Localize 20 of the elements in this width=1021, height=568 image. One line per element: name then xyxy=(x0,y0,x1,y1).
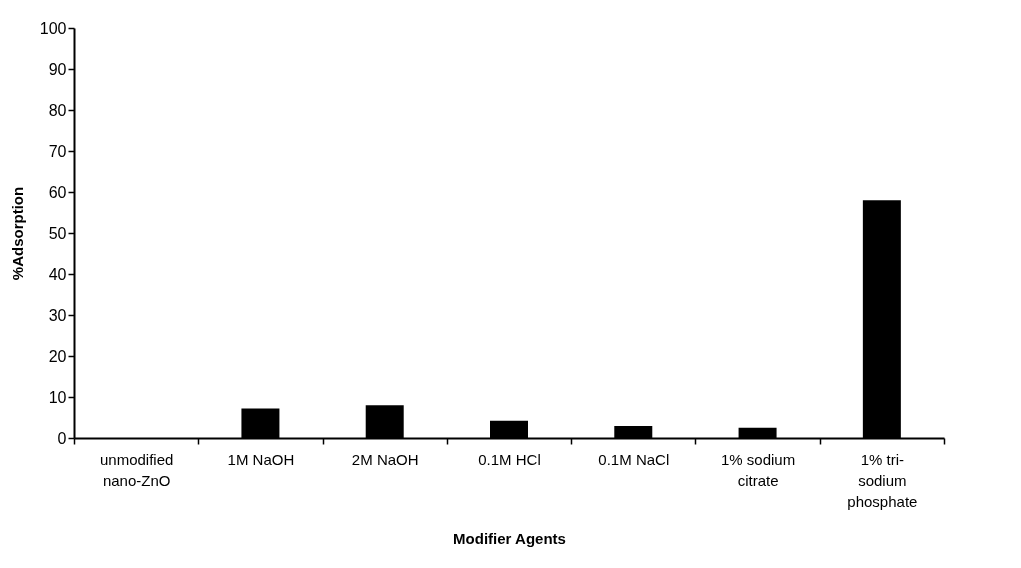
x-tick-label: unmodified nano-ZnO xyxy=(99,450,174,489)
x-tick-label: 2M NaOH xyxy=(351,450,419,468)
y-tick-label: 50 xyxy=(48,224,67,242)
y-tick-label: 70 xyxy=(48,142,67,160)
x-tick-label: 1% sodium citrate xyxy=(720,450,796,489)
x-tick-label: 1% tri-sodium phosphate xyxy=(847,450,918,510)
y-tick-label: 20 xyxy=(48,347,67,365)
x-tick-label: 0.1M NaCl xyxy=(598,450,670,468)
y-tick-label: 100 xyxy=(39,19,67,37)
y-tick-label: 60 xyxy=(48,183,67,201)
y-tick-label: 90 xyxy=(48,60,67,78)
x-tick-label: 1M NaOH xyxy=(227,450,295,468)
y-tick-label: 80 xyxy=(48,101,67,119)
x-axis-title: Modifier Agents xyxy=(453,529,566,547)
y-tick-label: 10 xyxy=(48,388,67,406)
y-axis-title: %Adsorption xyxy=(8,186,26,281)
y-tick-label: 40 xyxy=(48,265,67,283)
y-tick-label: 0 xyxy=(57,429,67,447)
x-tick-label: 0.1M HCl xyxy=(478,450,541,468)
y-tick-label: 30 xyxy=(48,306,67,324)
